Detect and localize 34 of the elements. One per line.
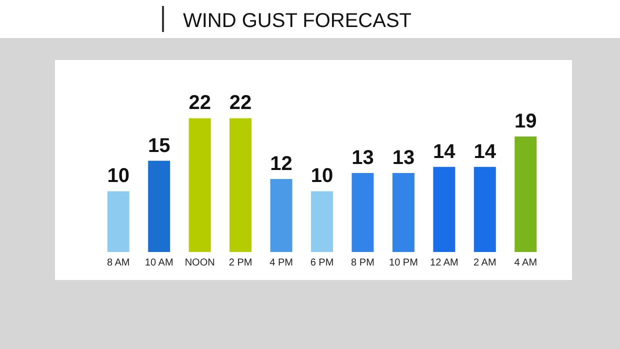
bar (107, 191, 130, 252)
data-label: 15 (148, 134, 170, 157)
bar (188, 118, 211, 252)
data-label: 10 (107, 165, 130, 188)
bar (352, 172, 374, 252)
data-label: 10 (310, 165, 334, 188)
x-tick-label: 4 PM (270, 258, 293, 268)
x-tick-label: 4 AM (514, 258, 538, 268)
x-tick-label: 2 AM (474, 258, 496, 268)
x-tick-label: 2 PM (228, 258, 252, 268)
data-label: 22 (229, 92, 252, 114)
data-label: 14 (474, 140, 497, 163)
x-tick-label: 10 AM (144, 258, 174, 268)
bar (433, 166, 456, 252)
data-label: 22 (188, 92, 211, 114)
data-label: 12 (270, 153, 292, 176)
bar (392, 172, 414, 252)
data-label: 13 (392, 146, 415, 169)
data-label: 14 (433, 140, 456, 163)
x-tick-label: 8 AM (106, 258, 130, 268)
x-tick-label: NOON (184, 258, 215, 268)
data-label: 19 (514, 110, 537, 132)
x-tick-label: 6 PM (310, 258, 334, 268)
bar (311, 191, 333, 252)
data-label: 13 (352, 146, 374, 169)
bar (270, 179, 292, 252)
bar (230, 118, 252, 252)
bar (514, 136, 537, 252)
x-tick-label: 8 PM (351, 258, 374, 268)
x-tick-label: 12 AM (430, 258, 458, 268)
bar (474, 166, 496, 252)
x-tick-label: 10 PM (389, 258, 418, 268)
chart-title: WIND GUST FORECAST (183, 10, 412, 32)
bar (148, 160, 170, 252)
